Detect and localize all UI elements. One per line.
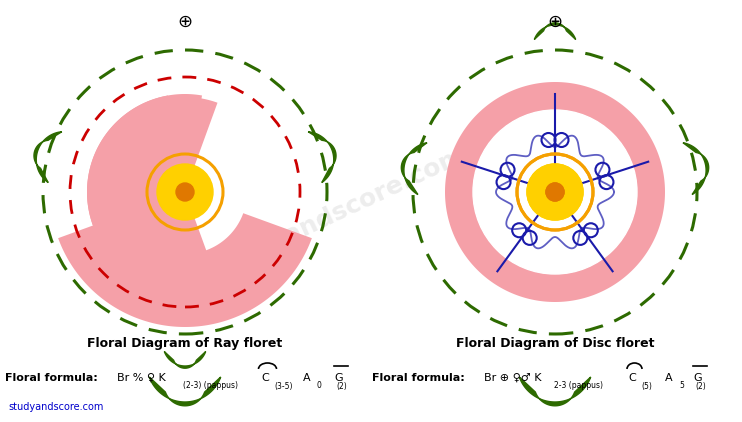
Circle shape — [473, 110, 637, 274]
Text: 0: 0 — [317, 381, 322, 390]
Text: Floral formula:: Floral formula: — [5, 373, 98, 383]
Text: $\oplus$: $\oplus$ — [177, 13, 193, 31]
Text: 5: 5 — [679, 381, 684, 390]
Polygon shape — [34, 132, 62, 183]
Polygon shape — [401, 143, 427, 195]
Polygon shape — [90, 97, 217, 287]
Polygon shape — [683, 143, 709, 195]
Text: Br ⊕ ♀♂ K: Br ⊕ ♀♂ K — [484, 373, 542, 383]
Polygon shape — [308, 132, 336, 183]
Polygon shape — [87, 94, 202, 290]
Text: C: C — [628, 373, 636, 383]
Text: C: C — [261, 373, 269, 383]
Circle shape — [546, 183, 564, 201]
Polygon shape — [87, 95, 180, 289]
Polygon shape — [519, 377, 591, 406]
Text: G: G — [334, 373, 343, 383]
Polygon shape — [445, 82, 665, 302]
Polygon shape — [164, 352, 206, 368]
Circle shape — [176, 183, 194, 201]
Text: (2): (2) — [336, 381, 347, 390]
Text: Floral Diagram of Disc floret: Floral Diagram of Disc floret — [456, 338, 654, 351]
Circle shape — [527, 164, 583, 220]
Circle shape — [546, 183, 564, 201]
Polygon shape — [149, 377, 220, 406]
Text: Floral formula:: Floral formula: — [372, 373, 464, 383]
Text: Floral Diagram of Ray floret: Floral Diagram of Ray floret — [88, 338, 283, 351]
Text: studyandscore.com: studyandscore.com — [210, 143, 470, 281]
Text: studyandscore.com: studyandscore.com — [8, 402, 103, 412]
Circle shape — [527, 164, 583, 220]
Circle shape — [157, 164, 213, 220]
Text: (2-3) (pappus): (2-3) (pappus) — [183, 381, 238, 390]
Text: (2): (2) — [695, 381, 706, 390]
Text: A: A — [303, 373, 311, 383]
Text: Br % ♀ K: Br % ♀ K — [117, 373, 165, 383]
Text: (3-5): (3-5) — [274, 381, 292, 390]
Polygon shape — [534, 23, 576, 40]
Polygon shape — [90, 103, 177, 281]
Text: 2-3 (pappus): 2-3 (pappus) — [554, 381, 603, 390]
Text: (5): (5) — [641, 381, 652, 390]
Text: $\oplus$: $\oplus$ — [548, 13, 562, 31]
Polygon shape — [58, 213, 312, 327]
Text: G: G — [693, 373, 702, 383]
Text: A: A — [665, 373, 673, 383]
